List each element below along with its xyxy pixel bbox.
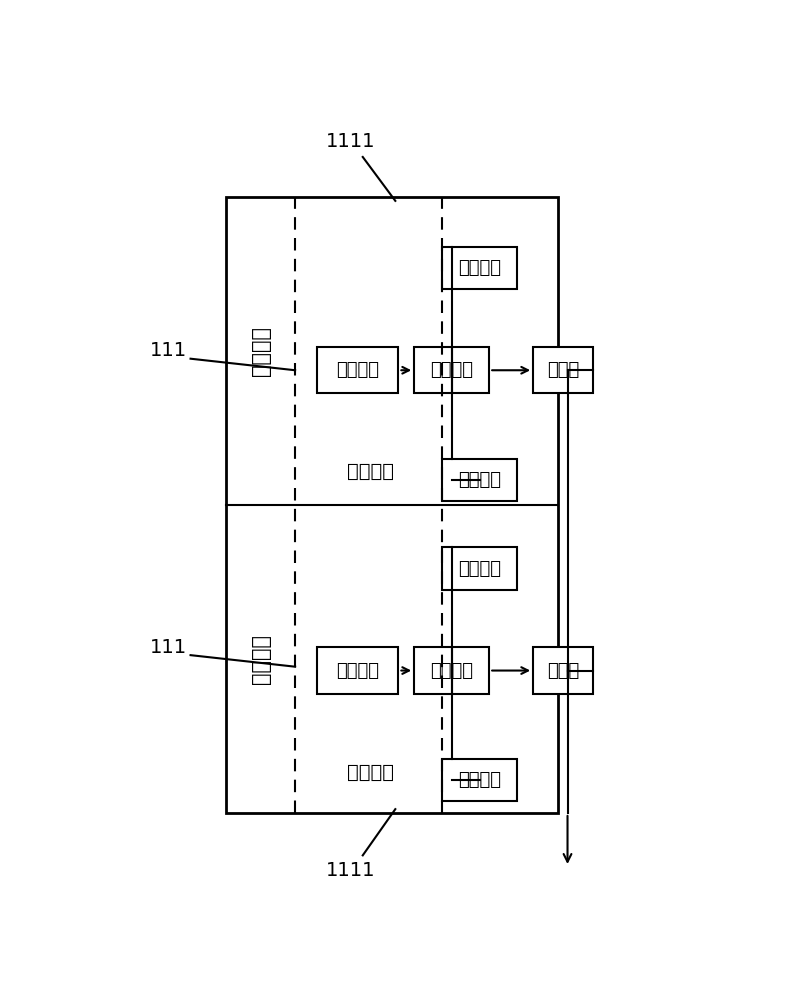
Bar — [442, 759, 517, 801]
Bar — [317, 647, 398, 694]
Text: 驱动芯片: 驱动芯片 — [336, 361, 379, 379]
Text: 111: 111 — [150, 342, 187, 360]
Text: 显示模组: 显示模组 — [250, 326, 271, 376]
Bar — [415, 347, 490, 393]
Bar — [317, 347, 398, 393]
Bar — [442, 247, 517, 289]
Text: 111: 111 — [150, 638, 187, 657]
Text: 接收组件: 接收组件 — [347, 462, 393, 481]
Text: 驱动芯片: 驱动芯片 — [336, 662, 379, 680]
Bar — [442, 459, 517, 501]
Bar — [226, 197, 558, 813]
Text: 锁存模块: 锁存模块 — [430, 662, 473, 680]
Text: 1111: 1111 — [326, 861, 375, 880]
Text: 降速模块: 降速模块 — [458, 259, 501, 277]
Bar — [533, 647, 592, 694]
Text: 显示模组: 显示模组 — [250, 634, 271, 684]
Text: 增速模块: 增速模块 — [458, 771, 501, 789]
Text: 激发器: 激发器 — [547, 662, 579, 680]
Text: 增速模块: 增速模块 — [458, 471, 501, 489]
Text: 降速模块: 降速模块 — [458, 560, 501, 578]
Bar — [442, 547, 517, 590]
Text: 接收组件: 接收组件 — [347, 763, 393, 782]
Bar — [415, 647, 490, 694]
Text: 锁存模块: 锁存模块 — [430, 361, 473, 379]
Text: 激发器: 激发器 — [547, 361, 579, 379]
Text: 1111: 1111 — [326, 132, 375, 151]
Bar — [533, 347, 592, 393]
